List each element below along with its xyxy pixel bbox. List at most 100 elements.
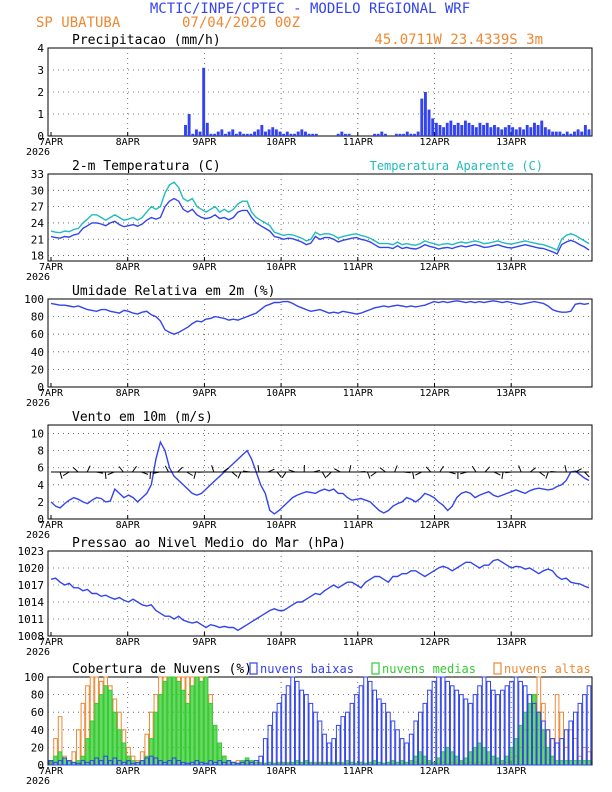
panel-1: 0 1 2 3 4 7APR 8APR 9APR 10APR 11APR 12APR 13APR 202… [26,33,593,158]
precip-bar [522,129,526,136]
precip-bar [267,129,271,136]
cloud-bar-nuvens-baixas [267,724,273,766]
cloud-bar-nuvens-baixas [62,757,68,766]
cloud-bar-nuvens-baixas [158,760,163,766]
cloud-bar-nuvens-baixas [180,761,186,766]
cloud-bar-nuvens-baixas [468,702,473,766]
precip-bar [453,125,456,136]
x-tick-label: 9APR [192,637,217,648]
cloud-bar-nuvens-baixas [345,711,350,766]
legend-box [493,662,502,675]
legend-label: nuvens baixas [260,662,354,676]
precip-bar [543,127,547,136]
y-tick-label: 100 [24,671,44,684]
cloud-bar-nuvens-baixas [313,711,318,766]
cloud-bar-nuvens-medias [427,760,432,766]
cloud-bar-nuvens-medias [554,760,560,766]
panel-4: 0 2 4 6 8 10 7APR 8APR 9APR 10APR 11APR 12APR 13APR 2… [26,410,593,541]
cloud-bar-nuvens-medias [490,755,496,766]
cloud-bar-nuvens-baixas [240,761,245,766]
x-tick-label: 7APR [39,388,64,399]
precip-bar [580,131,584,136]
x-tick-label: 8APR [116,388,141,399]
precip-bar [402,133,406,136]
y-tick-label: 2 [37,86,44,99]
cloud-bar-nuvens-baixas [144,757,150,766]
x-tick-label: 8APR [116,520,141,531]
y-tick-label: 60 [31,328,44,341]
precip-bar [285,131,289,136]
precip-bar [511,127,515,136]
y-tick-label: 2 [37,496,44,509]
cloud-bar-nuvens-baixas [486,680,492,766]
cloud-bar-nuvens-baixas [244,760,250,766]
cloud-bar-nuvens-medias [449,751,455,766]
y-tick-label: 80 [31,689,44,702]
cloud-bar-nuvens-baixas [171,757,177,766]
legend-label: nuvens medias [382,662,476,676]
cloud-bar-nuvens-baixas [148,755,154,766]
cloud-bar-nuvens-medias [62,757,68,766]
cloud-bar-nuvens-baixas [235,762,241,766]
cloud-bar-nuvens-medias [103,685,109,766]
cloud-bar-nuvens-baixas [253,760,259,766]
cloud-bar-nuvens-medias [244,757,250,766]
cloud-bar-nuvens-medias [171,676,177,766]
cloud-bar-nuvens-medias [372,760,378,766]
x-tick-label: 11APR [343,520,374,531]
series-line-pressao [50,558,590,632]
y-tick-label: 1011 [18,613,45,626]
cloud-bar-nuvens-baixas [459,694,464,766]
wind-barb [281,471,287,479]
panel-frame [47,550,593,637]
cloud-bar-nuvens-baixas [563,729,569,766]
cloud-bar-nuvens-medias [486,751,492,766]
cloud-bar-nuvens-baixas [454,689,460,766]
cloud-bar-nuvens-medias [199,680,204,766]
precip-bar [311,133,315,136]
wind-barb [564,465,567,473]
precip-bar [289,133,293,136]
cloud-bar-nuvens-baixas [76,762,81,766]
precip-bar [256,129,260,136]
cloud-bar-nuvens-baixas [363,676,368,766]
y-tick-label: 10 [31,428,44,441]
cloud-bar-nuvens-baixas [199,761,204,766]
cloud-bar-nuvens-baixas [285,685,291,766]
cloud-bar-nuvens-medias [112,711,118,766]
cloud-bar-nuvens-medias [121,742,127,766]
cloud-bar-nuvens-baixas [107,760,113,766]
cloud-bar-nuvens-baixas [527,694,533,766]
cloud-bar-nuvens-medias [541,729,546,766]
cloud-bar-nuvens-baixas [272,711,277,766]
precip-bar [293,133,297,136]
cloud-bar-nuvens-baixas [135,761,140,766]
cloud-bar-nuvens-baixas [71,761,77,766]
x-tick-label: 13APR [496,137,527,148]
cloud-bar-nuvens-baixas [490,689,496,766]
cloud-bar-nuvens-medias [463,757,469,766]
wind-barb [529,467,537,473]
panel-frame [47,298,593,388]
wind-barb [545,471,549,479]
precip-bar [264,131,267,136]
y-tick-label: 1017 [18,579,45,592]
cloud-bar-nuvens-medias [504,755,510,766]
x-tick-label: 7APR [39,766,64,777]
cloud-bar-nuvens-baixas [399,738,405,766]
x-year-label: 2026 [26,272,50,283]
header-station: SP UBATUBA [36,15,121,31]
cloud-bar-nuvens-baixas [518,680,523,766]
precip-bar [373,133,376,136]
precip-bar [540,120,544,136]
x-tick-label: 8APR [116,637,141,648]
cloud-bar-nuvens-baixas [472,694,478,766]
y-tick-label: 8 [37,445,44,458]
precip-bar [205,122,209,136]
wind-barb [86,465,91,473]
cloud-bar-nuvens-medias [408,760,414,766]
panel-2: 18 21 24 27 30 33 7APR 8APR 9APR 10APR 11APR 12APR 1… [26,159,593,283]
cloud-bar-nuvens-baixas [281,694,286,766]
cloud-bar-nuvens-baixas [381,702,387,766]
precip-bar [271,127,275,136]
